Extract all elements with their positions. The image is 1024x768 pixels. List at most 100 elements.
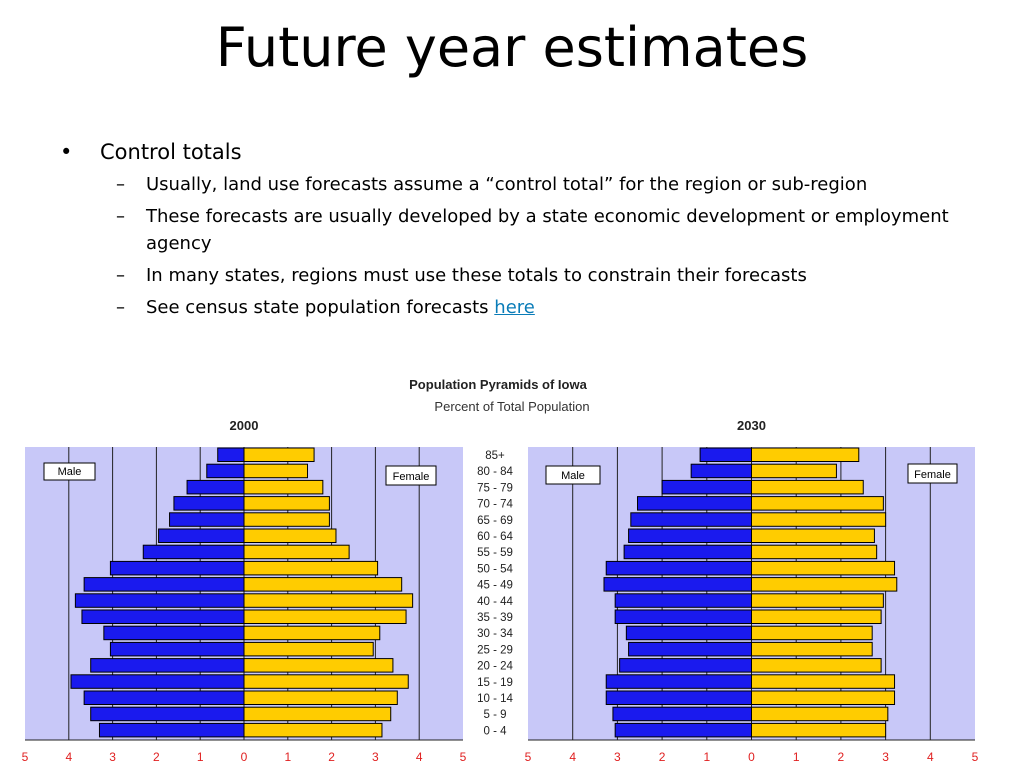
bullet-list: • Control totals – Usually, land use for…: [60, 138, 960, 321]
male-bar: [612, 706, 752, 722]
pyramid-2030: 2030 5 4 3 2 1 0 1 2 3 4 5 Male Female: [525, 418, 979, 764]
male-bar: [109, 641, 245, 657]
x-tick-label: 1: [284, 750, 291, 764]
x-tick-label: 4: [927, 750, 934, 764]
subbullet: – These forecasts are usually developed …: [60, 203, 960, 257]
female-bar: [751, 544, 878, 560]
male-bar: [70, 674, 245, 689]
male-bar: [186, 479, 245, 495]
female-bar: [243, 641, 374, 657]
chart-year-title: 2000: [230, 418, 259, 433]
male-bar: [614, 593, 752, 608]
female-bar: [243, 722, 383, 738]
female-bar: [243, 479, 324, 495]
pyramid-2000: 2000 5 4 3 2 1 0 1 2 3 4 5 Male Female: [22, 418, 467, 764]
female-bar: [751, 609, 882, 624]
age-group-label: 40 - 44: [477, 596, 513, 608]
male-bar: [603, 577, 752, 592]
female-bar: [751, 463, 837, 479]
male-bar: [206, 463, 245, 479]
male-bar: [637, 496, 753, 511]
age-group-label: 85+: [485, 450, 505, 462]
female-bar: [751, 447, 860, 462]
x-tick-label: 5: [972, 750, 979, 764]
female-bar: [243, 496, 330, 511]
male-legend-box: [545, 465, 601, 485]
age-group-label: 20 - 24: [477, 661, 513, 673]
female-bar: [751, 577, 898, 592]
age-group-label: 30 - 34: [477, 628, 513, 640]
female-legend-box: [907, 463, 958, 484]
figure-subtitle: Percent of Total Population: [434, 399, 589, 414]
female-bar: [751, 496, 884, 511]
female-bar: [243, 528, 337, 543]
female-bar: [243, 706, 392, 722]
age-group-label: 0 - 4: [483, 725, 507, 737]
female-bar: [751, 674, 896, 689]
male-bar: [699, 447, 752, 462]
age-group-label: 10 - 14: [477, 693, 513, 705]
subbullet: – In many states, regions must use these…: [60, 262, 960, 289]
female-bar: [751, 560, 896, 576]
x-tick-label: 2: [659, 750, 666, 764]
male-bar: [614, 609, 752, 624]
male-bar: [661, 479, 752, 495]
x-tick-label: 3: [372, 750, 379, 764]
male-bar: [83, 577, 245, 592]
age-group-label: 60 - 64: [477, 531, 513, 543]
x-tick-label: 5: [525, 750, 532, 764]
female-bar: [243, 512, 330, 527]
bullet-text: Control totals: [100, 140, 242, 164]
female-bar: [243, 447, 315, 462]
x-tick-label: 0: [241, 750, 248, 764]
subbullet-text: These forecasts are usually developed by…: [146, 206, 949, 254]
male-legend-label: Male: [561, 470, 585, 482]
age-group-label: 65 - 69: [477, 515, 513, 527]
female-bar: [751, 641, 873, 657]
male-bar: [83, 690, 245, 705]
female-legend-label: Female: [393, 471, 430, 483]
male-bar: [217, 447, 245, 462]
x-tick-label: 5: [22, 750, 29, 764]
female-bar: [751, 722, 887, 738]
female-bar: [751, 658, 882, 673]
female-bar: [751, 706, 889, 722]
female-bar: [243, 463, 309, 479]
female-bar: [751, 690, 896, 705]
male-legend-label: Male: [58, 466, 82, 478]
female-bar: [751, 625, 873, 641]
x-tick-label: 3: [614, 750, 621, 764]
male-bar: [614, 722, 752, 738]
male-bar: [142, 544, 245, 560]
age-group-label: 35 - 39: [477, 612, 513, 624]
subbullet-marker: –: [116, 174, 125, 195]
age-group-label: 5 - 9: [483, 709, 506, 721]
x-tick-label: 3: [109, 750, 116, 764]
male-bar: [173, 496, 245, 511]
x-tick-label: 3: [882, 750, 889, 764]
male-bar: [625, 625, 753, 641]
subbullet-text: In many states, regions must use these t…: [146, 265, 807, 286]
female-bar: [243, 544, 350, 560]
age-group-label: 45 - 49: [477, 580, 513, 592]
x-tick-label: 1: [703, 750, 710, 764]
x-tick-label: 4: [65, 750, 72, 764]
female-legend-label: Female: [914, 469, 951, 481]
x-tick-label: 2: [838, 750, 845, 764]
male-bar: [98, 722, 245, 738]
here-link[interactable]: here: [494, 297, 535, 318]
x-tick-label: 4: [569, 750, 576, 764]
male-legend-box: [43, 462, 96, 481]
female-bar: [243, 577, 403, 592]
female-bar: [243, 593, 414, 608]
x-tick-label: 1: [197, 750, 204, 764]
x-tick-label: 4: [416, 750, 423, 764]
x-tick-label: 5: [460, 750, 467, 764]
age-group-label: 55 - 59: [477, 547, 513, 559]
female-bar: [243, 625, 381, 641]
female-bar: [751, 479, 864, 495]
male-bar: [690, 463, 753, 479]
female-bar: [243, 674, 409, 689]
subbullet-marker: –: [116, 206, 125, 227]
female-legend-box: [385, 465, 437, 486]
